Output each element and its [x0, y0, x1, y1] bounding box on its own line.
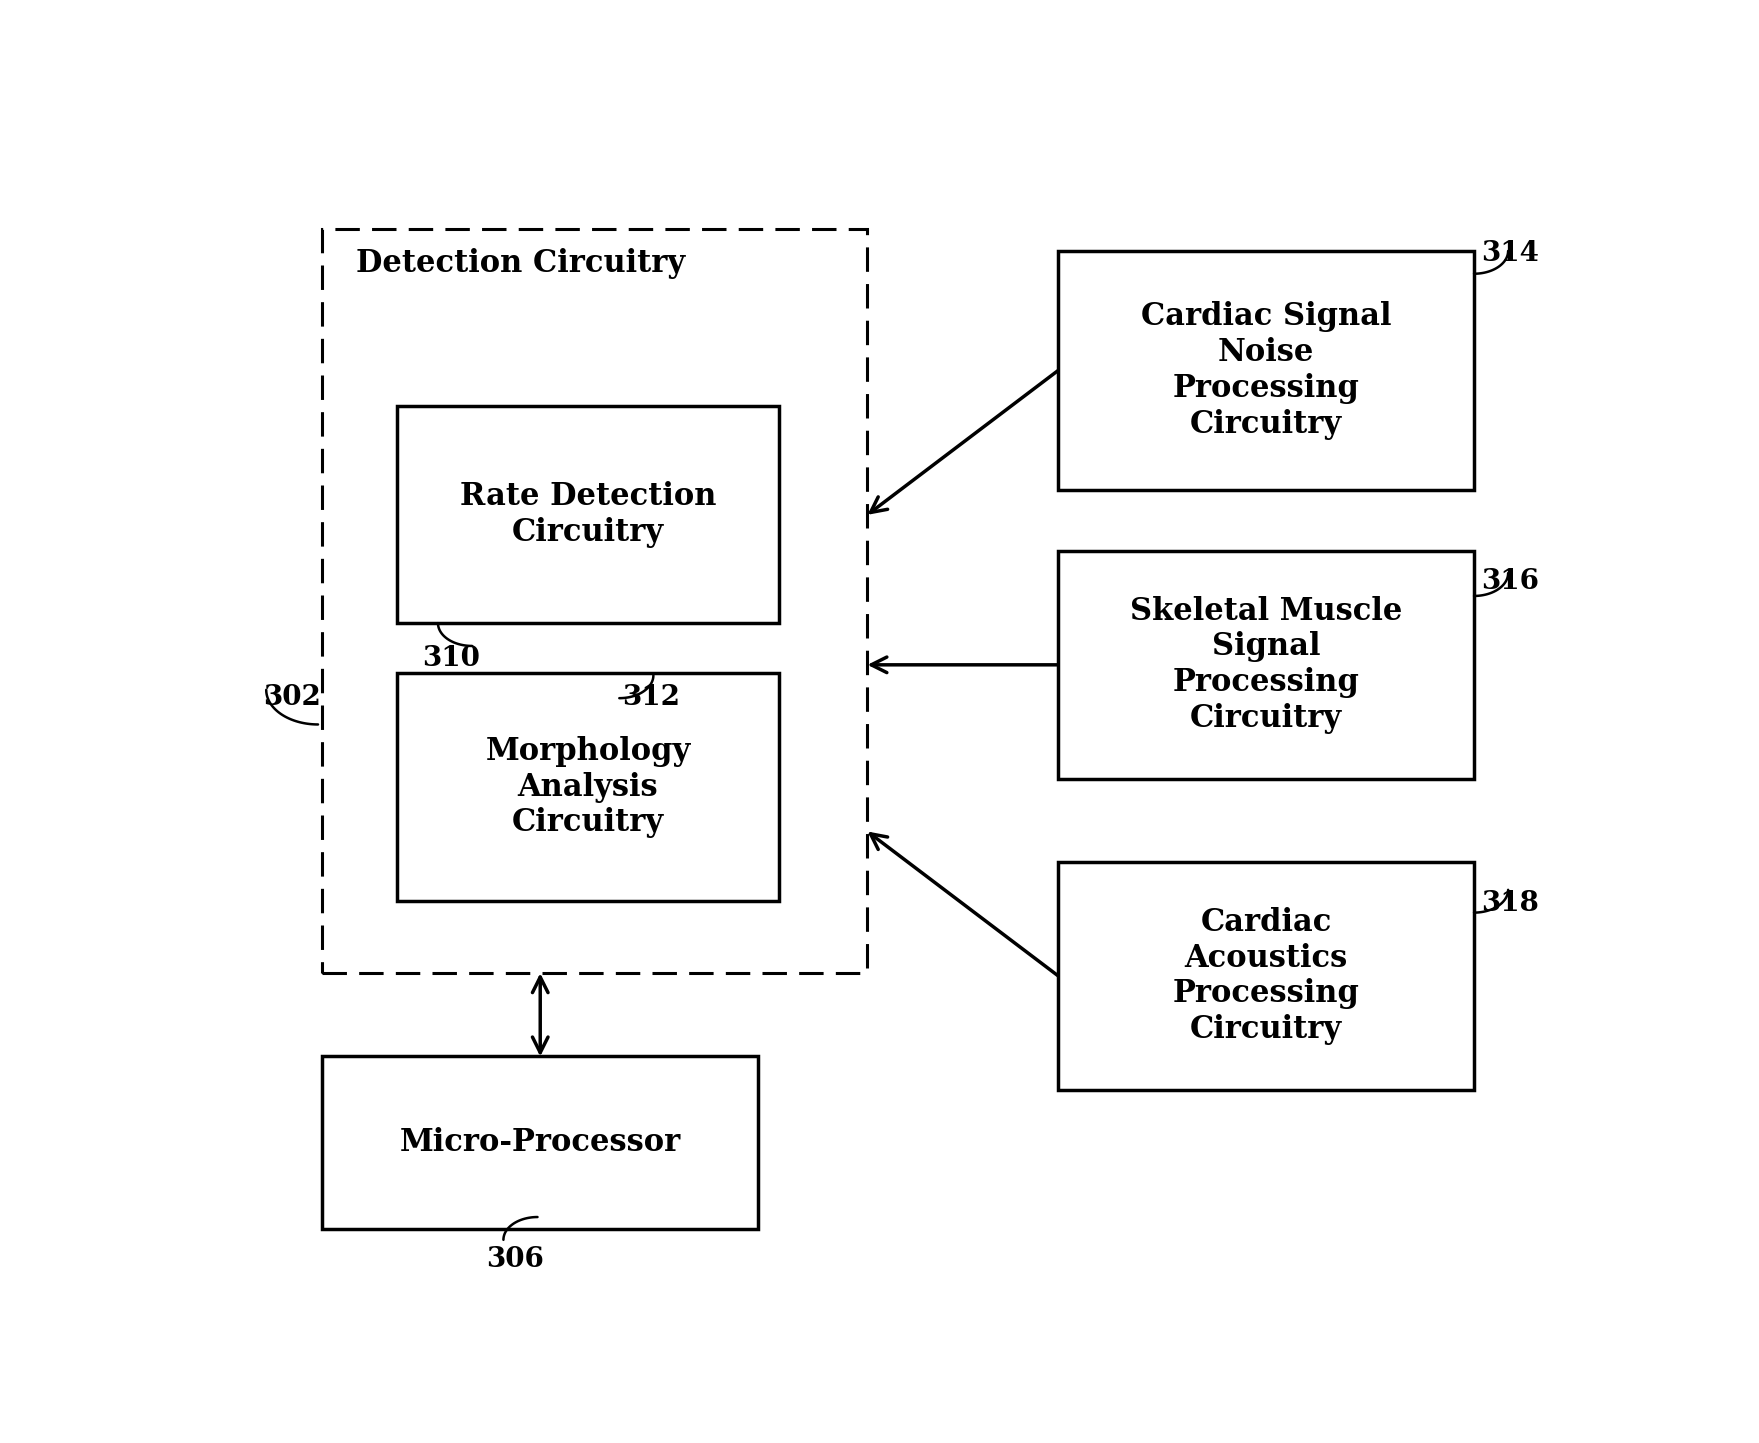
Text: 316: 316 [1481, 567, 1539, 595]
Text: 310: 310 [422, 645, 480, 672]
Text: 312: 312 [623, 684, 681, 711]
Text: Morphology
Analysis
Circuitry: Morphology Analysis Circuitry [485, 736, 691, 838]
Text: Cardiac
Acoustics
Processing
Circuitry: Cardiac Acoustics Processing Circuitry [1173, 906, 1360, 1045]
Bar [398, 674, 779, 900]
Text: Micro-Processor: Micro-Processor [399, 1127, 681, 1159]
Bar [398, 407, 779, 623]
Text: 318: 318 [1481, 890, 1539, 916]
Text: 306: 306 [485, 1247, 544, 1274]
Text: Detection Circuitry: Detection Circuitry [355, 248, 686, 278]
Text: Skeletal Muscle
Signal
Processing
Circuitry: Skeletal Muscle Signal Processing Circui… [1129, 596, 1402, 734]
Text: 302: 302 [264, 684, 322, 711]
Bar [322, 1056, 758, 1229]
Text: Rate Detection
Circuitry: Rate Detection Circuitry [459, 482, 716, 548]
Bar [1059, 551, 1474, 779]
Text: 314: 314 [1481, 240, 1539, 267]
Bar [1059, 251, 1474, 489]
Text: Cardiac Signal
Noise
Processing
Circuitry: Cardiac Signal Noise Processing Circuitr… [1142, 302, 1391, 440]
Bar [1059, 861, 1474, 1089]
Bar [322, 229, 867, 973]
